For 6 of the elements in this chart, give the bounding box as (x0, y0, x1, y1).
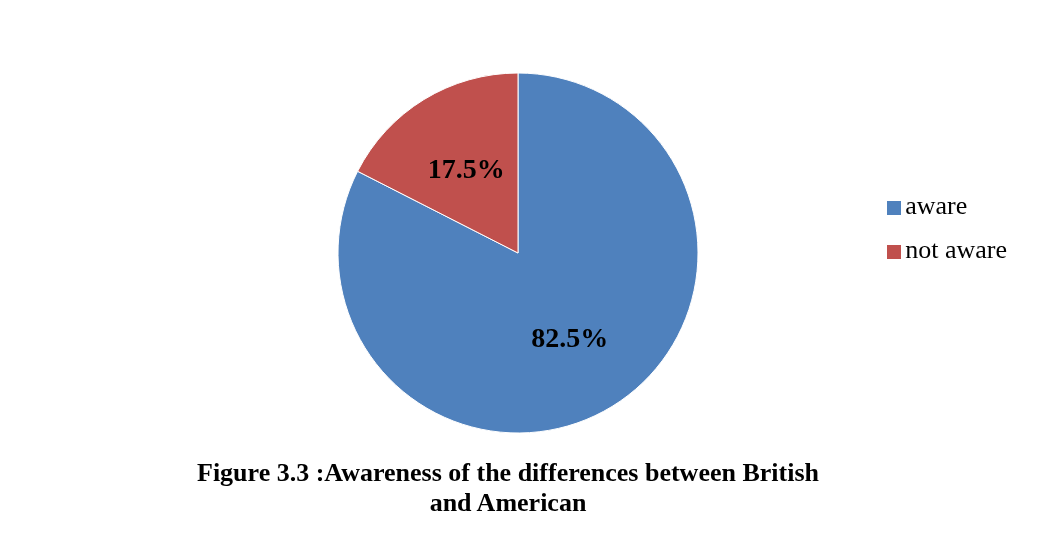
text: Figure 3.3 :Awareness of the differences between British and American (196, 458, 820, 518)
legend-label: not aware (905, 235, 1007, 264)
legend-label: aware (905, 191, 968, 220)
data-label: 17.5% (427, 153, 505, 185)
data-label: 82.5% (531, 321, 609, 353)
pie-slice (337, 72, 699, 434)
